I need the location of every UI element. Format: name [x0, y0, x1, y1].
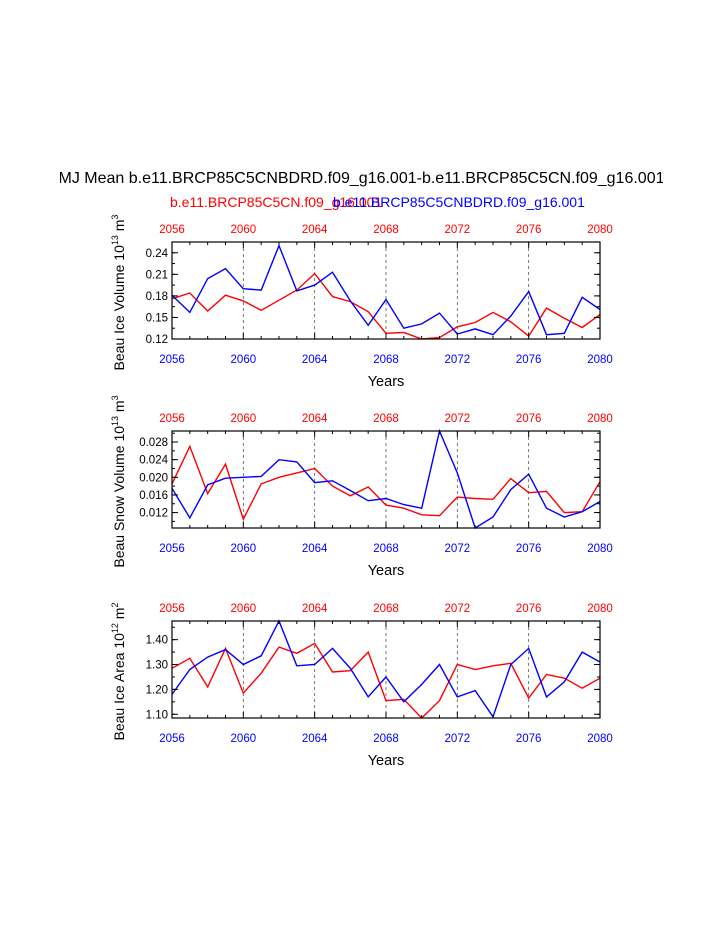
y-axis-label-exponent: 2: [110, 602, 120, 607]
x-tick-label-top: 2076: [516, 224, 542, 236]
y-tick-label: 1.10: [146, 709, 168, 721]
y-tick-label: 0.18: [146, 291, 168, 303]
y-axis-label-part: m: [111, 608, 127, 624]
y-tick-label: 0.020: [139, 472, 168, 484]
y-axis-label-part: Beau Ice Area 10: [111, 633, 127, 741]
x-tick-label-bottom: 2080: [587, 543, 613, 555]
x-tick-label-bottom: 2076: [516, 543, 542, 555]
y-tick-label: 0.12: [146, 334, 168, 346]
x-tick-label-bottom: 2068: [373, 733, 399, 745]
x-tick-label-bottom: 2056: [159, 543, 185, 555]
legend-blue-run: b.e11.BRCP85C5CNBDRD.f09_g16.001: [333, 194, 585, 210]
x-tick-label-top: 2080: [587, 413, 613, 425]
chart-panel-3: 1.10 1.20 1.30 1.40 2056 2056 2060 2060 2064 2064…: [110, 602, 613, 769]
x-tick-label-top: 2068: [373, 413, 399, 425]
series-line-blue: [171, 428, 601, 530]
x-tick-label-bottom: 2068: [373, 543, 399, 555]
y-axis-label-exponent: 13: [110, 416, 120, 426]
x-tick-label-bottom: 2072: [445, 543, 471, 555]
y-axis-label-part: m: [111, 400, 127, 416]
series-line-red: [171, 272, 601, 340]
x-tick-label-bottom: 2064: [302, 543, 328, 555]
x-tick-label-bottom: 2064: [302, 733, 328, 745]
y-axis-label-part: Beau Snow Volume 10: [111, 426, 127, 568]
series-line-blue: [171, 619, 601, 719]
x-axis-label: Years: [368, 753, 405, 769]
series-line-red: [171, 642, 601, 719]
x-tick-label-bottom: 2076: [516, 354, 542, 366]
y-axis-label: Beau Ice Volume 1013 m3: [110, 215, 127, 371]
figure-title: MJ Mean b.e11.BRCP85C5CNBDRD.f09_g16.001…: [60, 170, 663, 187]
x-tick-label-top: 2080: [587, 224, 613, 236]
chart-panel-1: 0.12 0.15 0.18 0.21 0.24 2056 2056 2060 2060 2064…: [110, 215, 613, 390]
x-tick-label-top: 2072: [445, 603, 471, 615]
figure-title-box: MJ Mean b.e11.BRCP85C5CNBDRD.f09_g16.001…: [60, 168, 663, 192]
y-tick-label: 0.028: [139, 437, 168, 449]
x-tick-label-top: 2060: [231, 603, 257, 615]
x-axis-label: Years: [368, 563, 405, 579]
x-tick-label-top: 2064: [302, 603, 328, 615]
y-tick-label: 1.30: [146, 660, 168, 672]
y-tick-label: 1.20: [146, 684, 168, 696]
x-tick-label-bottom: 2056: [159, 733, 185, 745]
x-tick-label-bottom: 2080: [587, 354, 613, 366]
x-tick-label-bottom: 2068: [373, 354, 399, 366]
x-tick-label-top: 2072: [445, 224, 471, 236]
x-tick-label-top: 2060: [231, 224, 257, 236]
x-tick-label-bottom: 2072: [445, 733, 471, 745]
x-tick-label-top: 2064: [302, 224, 328, 236]
x-tick-label-bottom: 2064: [302, 354, 328, 366]
x-tick-label-bottom: 2080: [587, 733, 613, 745]
y-axis-label-exponent: 3: [110, 215, 120, 220]
x-tick-label-bottom: 2060: [231, 543, 257, 555]
x-tick-label-top: 2060: [231, 413, 257, 425]
x-tick-label-bottom: 2072: [445, 354, 471, 366]
x-tick-label-top: 2056: [159, 603, 185, 615]
y-axis-label: Beau Snow Volume 1013 m3: [110, 395, 127, 567]
y-tick-label: 0.012: [139, 508, 168, 520]
y-tick-label: 0.016: [139, 490, 168, 502]
x-tick-label-bottom: 2076: [516, 733, 542, 745]
y-tick-label: 1.40: [146, 635, 168, 647]
y-axis-label-part: m: [111, 220, 127, 236]
y-tick-label: 0.24: [146, 248, 169, 260]
x-tick-label-top: 2072: [445, 413, 471, 425]
series-line-red: [171, 444, 601, 522]
legend-red-run: b.e11.BRCP85C5CN.f09_g16.001: [170, 194, 383, 210]
x-tick-label-top: 2080: [587, 603, 613, 615]
x-tick-label-top: 2076: [516, 603, 542, 615]
x-tick-label-bottom: 2060: [231, 733, 257, 745]
x-tick-label-top: 2064: [302, 413, 328, 425]
y-axis-label-part: Beau Ice Volume 10: [111, 245, 127, 371]
y-axis-label-exponent: 3: [110, 395, 120, 400]
y-axis-label-exponent: 12: [110, 623, 120, 633]
x-tick-label-top: 2056: [159, 413, 185, 425]
x-tick-label-top: 2068: [373, 224, 399, 236]
y-tick-label: 0.024: [139, 455, 168, 467]
series-line-blue: [171, 243, 601, 336]
y-tick-label: 0.21: [146, 269, 168, 281]
y-axis-label-exponent: 13: [110, 235, 120, 245]
x-tick-label-bottom: 2056: [159, 354, 185, 366]
y-tick-label: 0.15: [146, 312, 168, 324]
x-tick-label-top: 2056: [159, 224, 185, 236]
x-axis-label: Years: [368, 374, 405, 390]
chart-panel-2: 0.012 0.016 0.020 0.024 0.028 2056 2056 2060 206…: [110, 395, 613, 579]
x-tick-label-bottom: 2060: [231, 354, 257, 366]
y-axis-label: Beau Ice Area 1012 m2: [110, 602, 127, 740]
x-tick-label-top: 2076: [516, 413, 542, 425]
x-tick-label-top: 2068: [373, 603, 399, 615]
